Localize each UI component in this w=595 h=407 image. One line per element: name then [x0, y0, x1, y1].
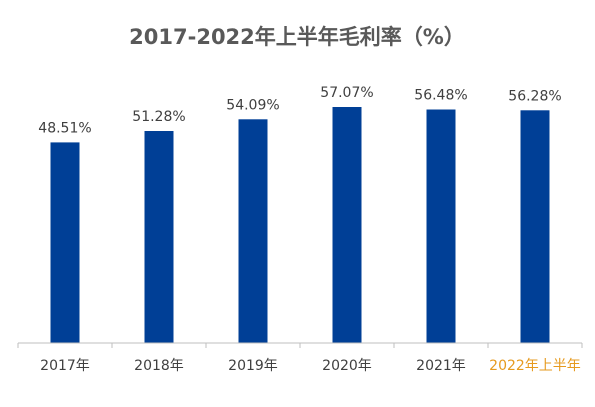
- x-tick-label-0: 2017年: [40, 358, 90, 374]
- chart-title: 2017-2022年上半年毛利率（%）: [129, 25, 465, 49]
- bar-0: [50, 142, 80, 343]
- bar-1: [144, 131, 174, 343]
- data-label-2: 54.09%: [226, 97, 279, 113]
- x-tick-label-1: 2018年: [134, 358, 184, 374]
- x-tick-label-3: 2020年: [322, 358, 372, 374]
- x-tick-label-4: 2021年: [416, 358, 466, 374]
- data-label-1: 51.28%: [132, 109, 185, 125]
- x-axis-ticks: 2017年 2018年 2019年 2020年 2021年 2022年上半年: [17, 343, 583, 374]
- data-label-4: 56.48%: [414, 88, 467, 104]
- bar-2: [238, 119, 268, 343]
- data-label-5: 56.28%: [508, 88, 561, 104]
- x-tick-label-2: 2019年: [228, 358, 278, 374]
- bars-group: [50, 107, 550, 343]
- bar-5: [520, 110, 550, 343]
- data-label-0: 48.51%: [38, 120, 91, 136]
- data-labels-group: 48.51% 51.28% 54.09% 57.07% 56.48% 56.28%: [38, 85, 561, 136]
- x-tick-label-5: 2022年上半年: [489, 358, 581, 374]
- data-label-3: 57.07%: [320, 85, 373, 101]
- bar-3: [332, 107, 362, 343]
- bar-4: [426, 109, 456, 343]
